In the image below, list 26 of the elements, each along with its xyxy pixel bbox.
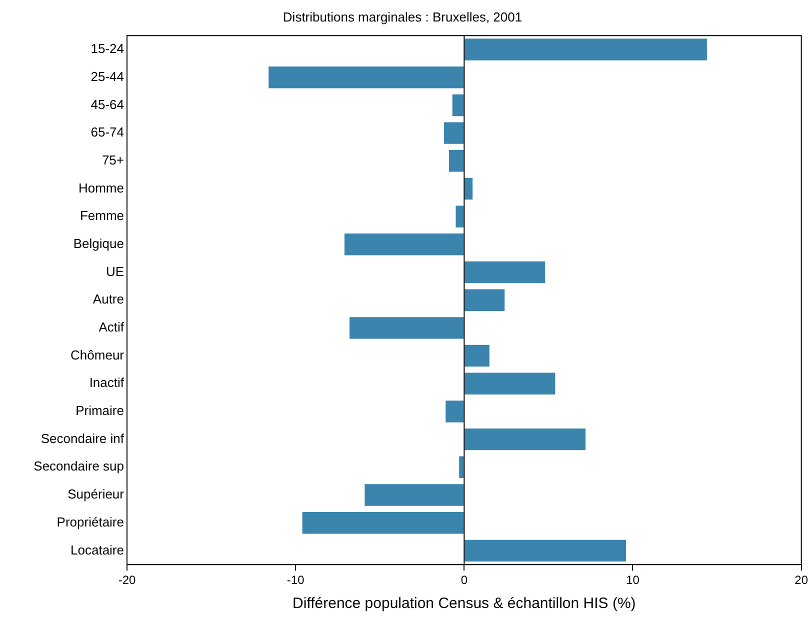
y-tick-label: Femme (80, 208, 124, 224)
y-tick-label: Secondaire inf (40, 430, 124, 446)
y-tick-label: Supérieur (68, 486, 125, 502)
y-tick-label: Homme (78, 180, 124, 196)
y-tick-label: Chômeur (70, 347, 125, 362)
y-tick-label: Actif (98, 320, 124, 335)
y-tick-label: 75+ (102, 152, 124, 168)
y-tick-label: Locataire (70, 542, 124, 558)
y-tick-label: UE (106, 264, 124, 279)
y-tick-label: 45-64 (90, 96, 124, 112)
x-tick-label: 10 (626, 573, 640, 588)
y-tick-label: 25-44 (90, 68, 124, 84)
y-tick-label: Autre (92, 292, 124, 307)
y-tick-label: Propriétaire (56, 514, 124, 530)
y-tick-label: 65-74 (90, 124, 124, 140)
y-tick-label: Primaire (76, 403, 124, 418)
x-tick-label: 0 (460, 573, 468, 588)
y-tick-label: Inactif (89, 375, 124, 390)
x-axis-title: Différence population Census & échantillon HIS (%) (292, 595, 636, 612)
chart-title: Distributions marginales : Bruxelles, 2001 (282, 9, 522, 24)
y-tick-label: 15-24 (90, 41, 124, 56)
x-tick-label: -10 (286, 573, 305, 588)
x-tick-label: -20 (118, 573, 136, 588)
y-tick-label: Secondaire sup (34, 458, 124, 474)
x-tick-label: 20 (794, 573, 808, 588)
y-tick-label: Belgique (73, 236, 124, 251)
